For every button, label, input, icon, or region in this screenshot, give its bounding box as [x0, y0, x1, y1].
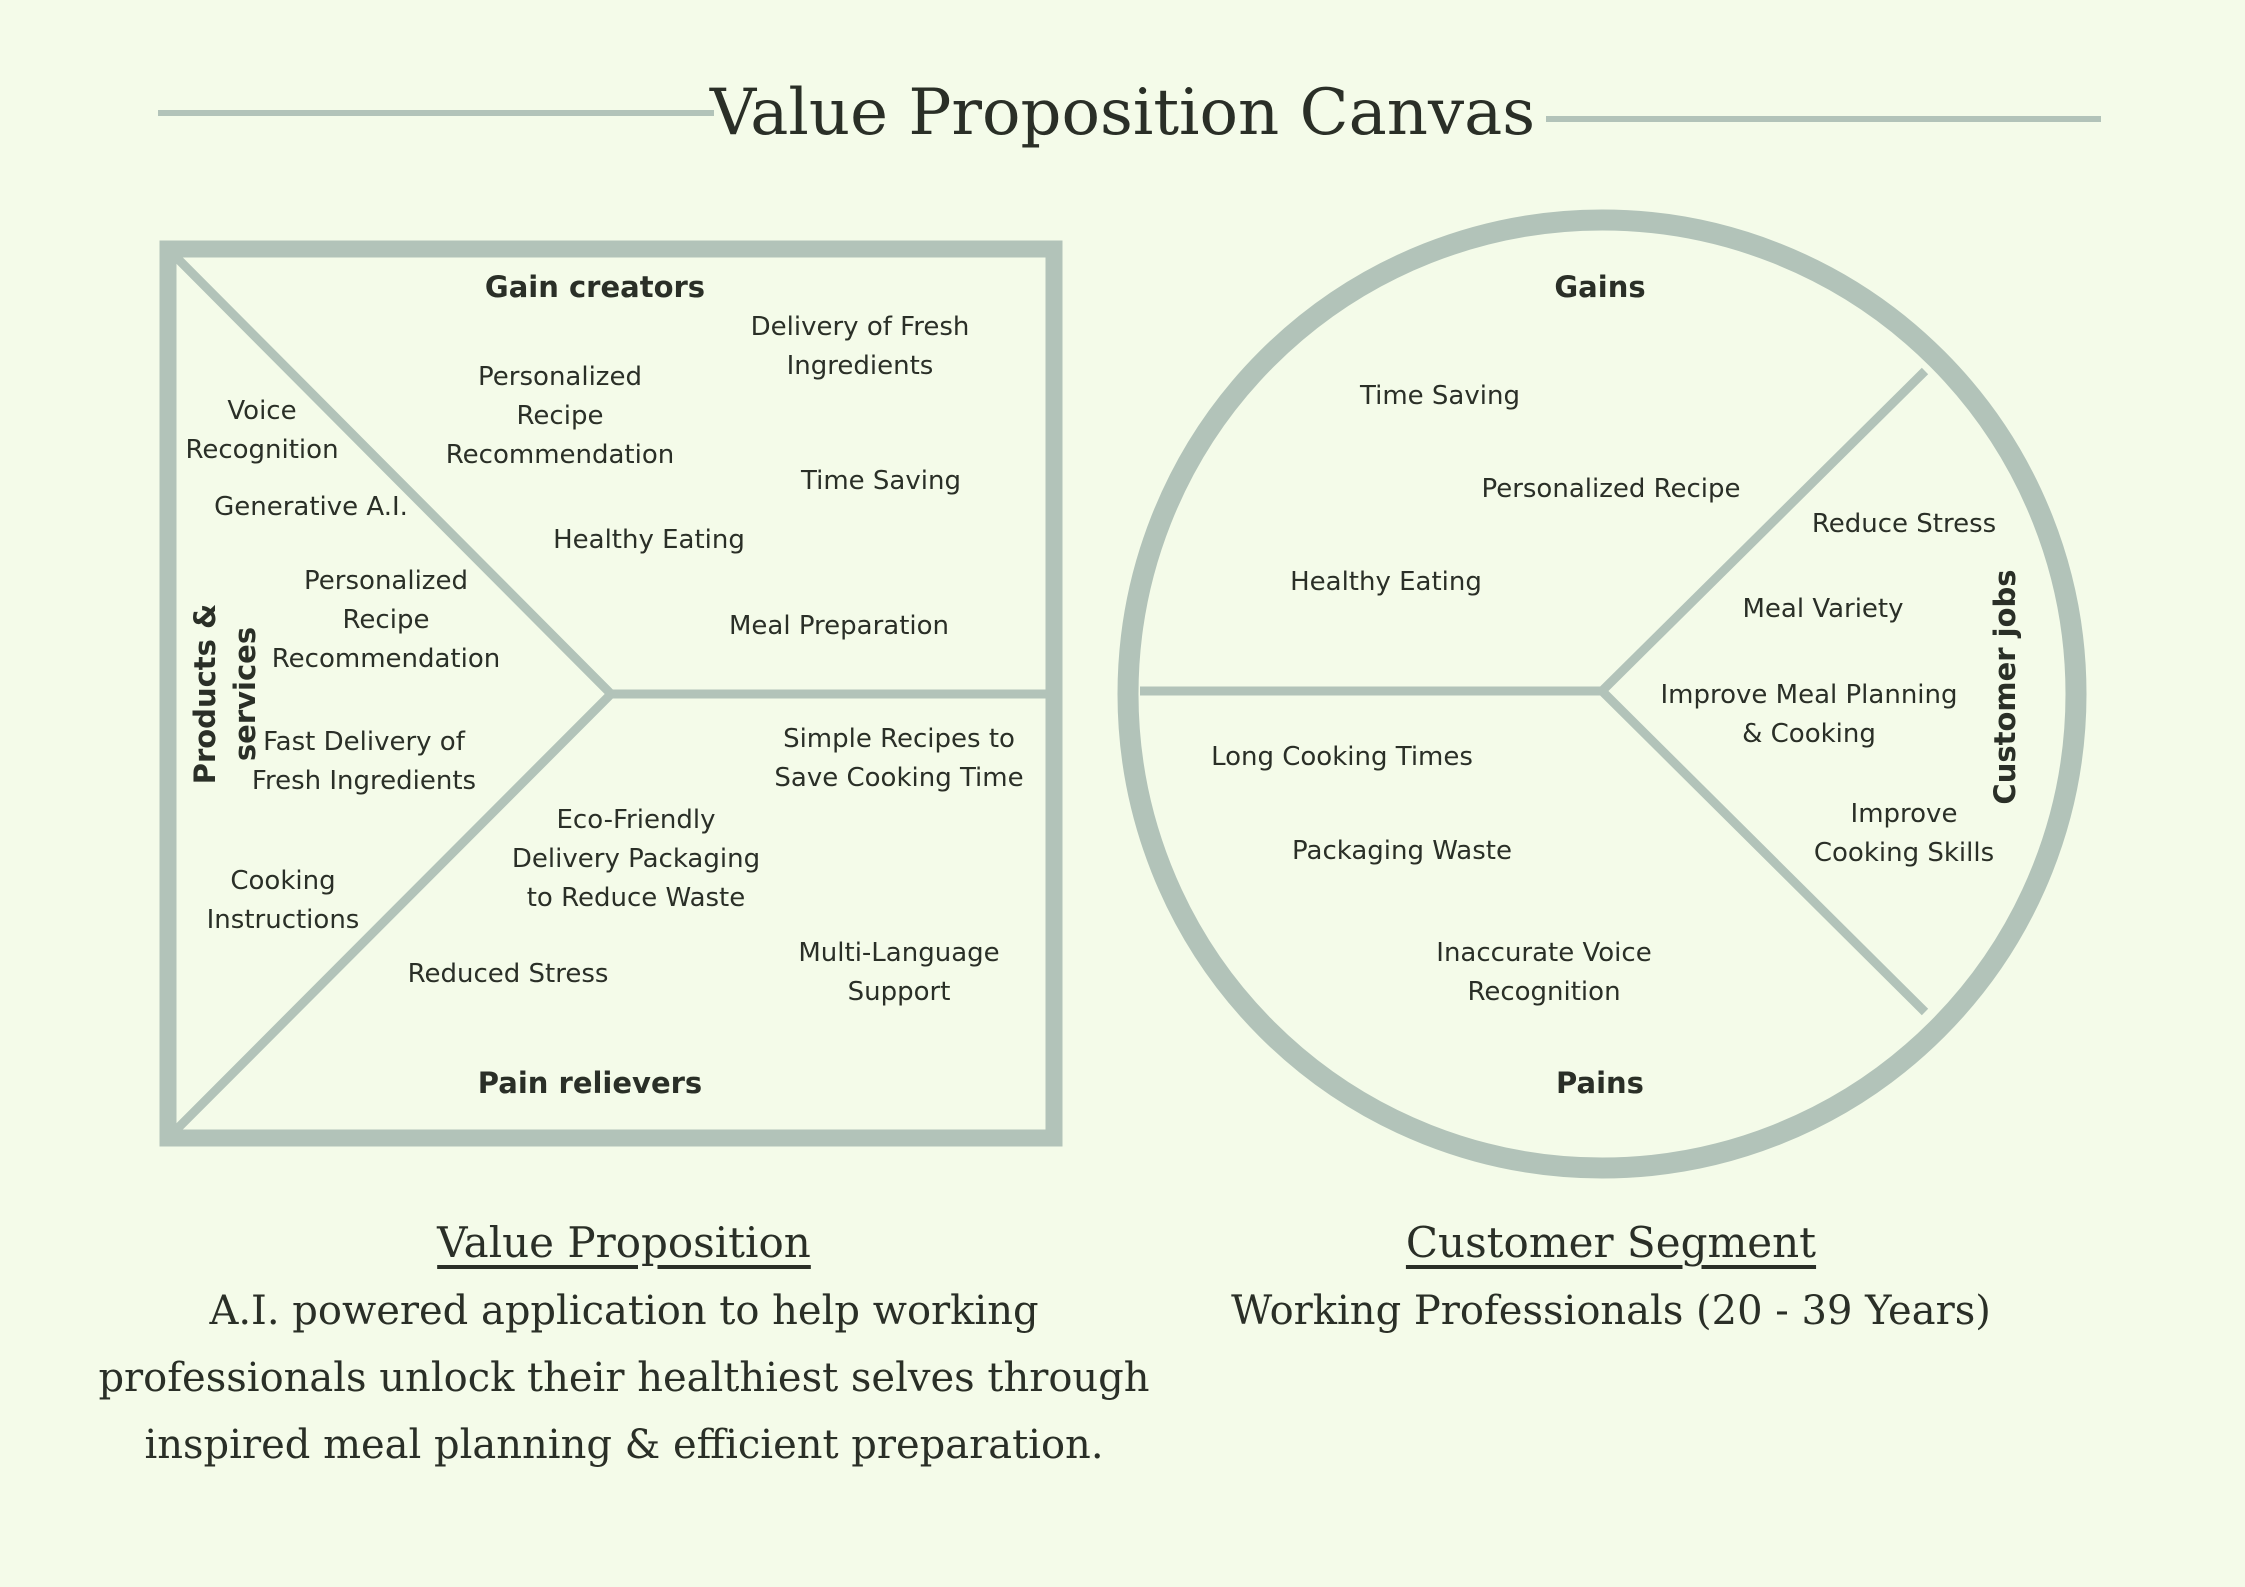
product-service-item: Cooking Instructions [206, 866, 360, 935]
customer-segment-title: Customer Segment [1405, 1218, 1817, 1267]
customer-segment-description: Working Professionals (20 - 39 Years) [1231, 1288, 1991, 1334]
product-service-item: Voice Recognition [185, 396, 339, 465]
customer-job-item: Improve Meal Planning & Cooking [1660, 680, 1958, 749]
pain-reliever-item: Reduced Stress [407, 959, 609, 989]
gain-item: Time Saving [1360, 381, 1520, 411]
customer-profile-divider-lower [1598, 687, 1929, 1016]
value-proposition-description: A.I. powered application to help working… [98, 1288, 1150, 1468]
pain-reliever-item: Simple Recipes to Save Cooking Time [774, 724, 1024, 793]
customer-profile-circle [1117, 209, 2087, 1179]
customer-job-item: Improve Cooking Skills [1813, 799, 1995, 868]
product-service-item: Personalized Recipe Recommendation [271, 566, 501, 674]
gain-creator-item: Meal Preparation [728, 611, 950, 641]
pain-reliever-item: Eco-Friendly Delivery Packaging to Reduc… [511, 805, 761, 913]
pain-reliever-item: Multi-Language Support [798, 938, 1000, 1007]
gain-creator-item: Personalized Recipe Recommendation [445, 362, 675, 470]
product-service-item: Generative A.I. [214, 492, 408, 522]
gain-creator-item: Healthy Eating [553, 525, 745, 555]
customer-job-item: Reduce Stress [1811, 509, 1997, 539]
pain-relievers-heading: Pain relievers [477, 1066, 703, 1100]
customer-profile-divider-upper [1598, 367, 1929, 695]
value-proposition-title: Value Proposition [437, 1218, 811, 1267]
products-services-heading: Products & services [188, 603, 262, 785]
pain-item: Inaccurate Voice Recognition [1436, 938, 1652, 1007]
customer-job-item: Meal Variety [1742, 594, 1904, 624]
gains-heading: Gains [1554, 270, 1646, 304]
pain-item: Long Cooking Times [1211, 742, 1473, 772]
product-service-item: Fast Delivery of Fresh Ingredients [251, 727, 477, 796]
gain-creator-item: Time Saving [801, 466, 961, 496]
gain-creators-heading: Gain creators [484, 270, 706, 304]
gain-item: Healthy Eating [1290, 567, 1482, 597]
customer-jobs-heading: Customer jobs [1988, 569, 2022, 805]
gain-item: Personalized Recipe [1481, 474, 1741, 504]
pain-item: Packaging Waste [1292, 836, 1512, 866]
gain-creator-item: Delivery of Fresh Ingredients [750, 312, 970, 381]
page-title: Value Proposition Canvas [709, 76, 1536, 150]
value-map-square [159, 240, 1063, 1147]
pains-heading: Pains [1556, 1066, 1644, 1100]
